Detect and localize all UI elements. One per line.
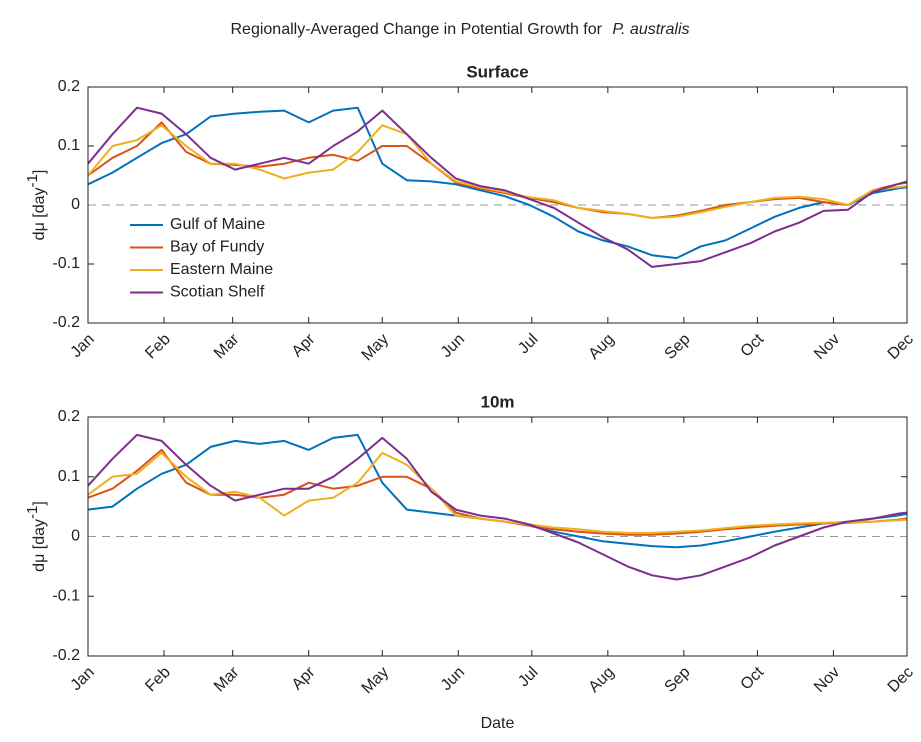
x-tick-label: Oct: [738, 330, 768, 360]
x-tick-label: Nov: [811, 331, 843, 363]
series-line: [87, 106, 908, 260]
x-tick-label: Aug: [586, 331, 618, 363]
x-tick-label: Feb: [142, 331, 174, 363]
y-tick-label: -0.2: [52, 314, 80, 331]
y-label-sup: -1: [24, 506, 41, 519]
x-tick-label: Oct: [738, 663, 768, 693]
axes-box: [87, 416, 908, 657]
series-line: [87, 433, 908, 581]
series-line: [87, 106, 908, 268]
y-label-close: ]: [31, 501, 48, 505]
suptitle: Regionally-Averaged Change in Potential …: [230, 21, 689, 38]
x-tick-label: Nov: [811, 664, 843, 696]
x-tick-label: Jan: [68, 664, 98, 694]
y-tick-label: -0.1: [52, 587, 80, 604]
y-tick-label: 0: [71, 528, 80, 545]
x-tick-label: Dec: [885, 664, 917, 696]
x-tick-label: Aug: [586, 664, 618, 696]
x-tick-label: Jun: [438, 331, 468, 361]
y-tick-label: 0.1: [58, 468, 80, 485]
y-tick-label: 0: [71, 196, 80, 213]
suptitle-species: P. australis: [612, 21, 689, 38]
y-tick-label: 0.2: [58, 408, 80, 425]
legend-label: Gulf of Maine: [170, 216, 265, 233]
x-tick-label: Jul: [515, 664, 541, 690]
axes-box: [87, 86, 908, 324]
y-axis-label: dμ [day-1]: [24, 501, 48, 572]
y-tick-label: 0.1: [58, 137, 80, 154]
legend-label: Scotian Shelf: [170, 284, 265, 301]
x-tick-label: Sep: [662, 331, 694, 363]
x-tick-label: Feb: [142, 664, 174, 696]
y-label-text: dμ [day: [31, 187, 48, 240]
x-tick-label: Jun: [438, 664, 468, 694]
x-tick-label: Dec: [885, 331, 917, 363]
x-tick-label: Jul: [515, 331, 541, 357]
y-tick-label: 0.2: [58, 78, 80, 95]
y-axis-label: dμ [day-1]: [24, 170, 48, 241]
x-tick-label: Mar: [211, 663, 243, 695]
y-label-sup: -1: [24, 174, 41, 187]
x-tick-label: Apr: [289, 663, 319, 693]
x-tick-label: May: [359, 664, 392, 697]
chart-title: Surface: [466, 62, 528, 81]
x-tick-label: Mar: [211, 330, 243, 362]
suptitle-text: Regionally-Averaged Change in Potential …: [230, 21, 602, 38]
x-tick-label: May: [359, 331, 392, 364]
series-line: [87, 124, 908, 219]
y-label-text: dμ [day: [31, 519, 48, 572]
x-axis-label: Date: [481, 715, 515, 732]
y-label-close: ]: [31, 170, 48, 174]
x-tick-label: Apr: [289, 330, 319, 360]
series-line: [87, 451, 908, 534]
y-tick-label: -0.1: [52, 255, 80, 272]
legend-label: Eastern Maine: [170, 261, 273, 278]
x-tick-label: Jan: [68, 331, 98, 361]
y-tick-label: -0.2: [52, 647, 80, 664]
chart-title: 10m: [480, 392, 514, 411]
x-tick-label: Sep: [662, 664, 694, 696]
legend-label: Bay of Fundy: [170, 239, 264, 256]
